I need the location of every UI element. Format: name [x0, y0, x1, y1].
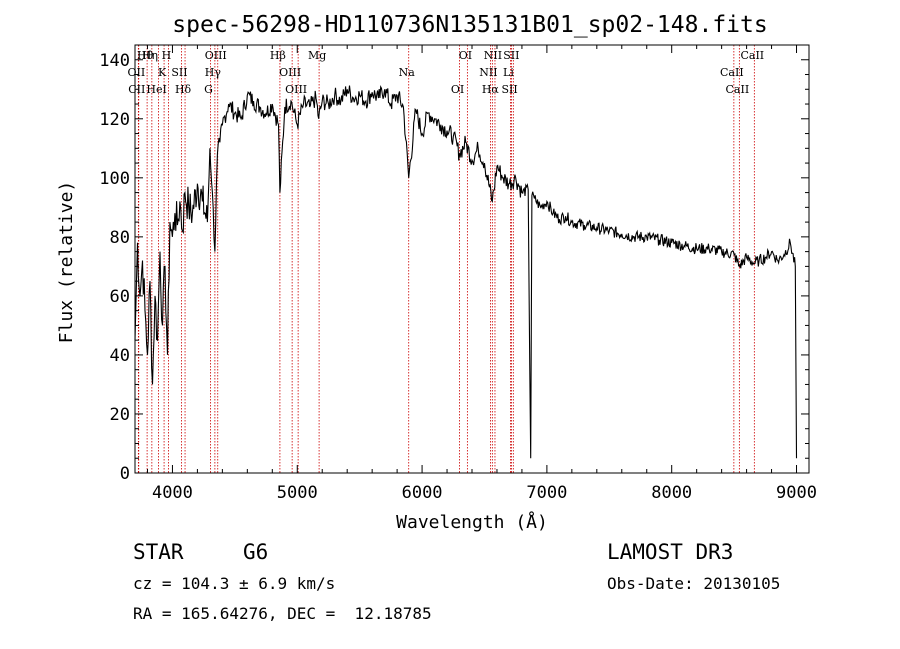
subclass-label: G6 — [243, 540, 269, 564]
marker-label: CaII — [726, 83, 750, 96]
class-label: STAR — [133, 540, 184, 564]
marker-label: OII — [128, 66, 146, 79]
marker-label: Hγ — [205, 66, 222, 79]
marker-label: Hα — [482, 83, 500, 96]
marker-label: G — [204, 83, 213, 96]
line-markers — [137, 45, 755, 473]
marker-label: K — [158, 66, 167, 79]
marker-label: NII — [479, 66, 497, 79]
marker-label: CaII — [720, 66, 744, 79]
marker-label: SII — [501, 83, 517, 96]
marker-label: H — [162, 49, 172, 62]
spectrum-line — [134, 85, 798, 459]
redshift-text: cz = 104.3 ± 6.9 km/s — [133, 574, 336, 593]
marker-label: Na — [399, 66, 416, 79]
x-axis: 4000 5000 6000 7000 8000 9000 — [146, 45, 817, 503]
y-tick-label: 80 — [110, 228, 130, 248]
marker-label: NII — [484, 49, 502, 62]
marker-label: OIII — [279, 66, 301, 79]
marker-label: Hθ — [137, 49, 154, 62]
plot-frame — [134, 44, 810, 474]
marker-label: CaII — [740, 49, 764, 62]
marker-label: HeI — [146, 83, 166, 96]
marker-label: OI — [459, 49, 472, 62]
x-tick-label: 7000 — [526, 483, 567, 503]
y-tick-label: 140 — [99, 51, 130, 71]
line-marker-labels: HθOIICIIHηKHeIHSIIHδOIIIHγGHβOIIIOIIIMgN… — [128, 49, 765, 96]
marker-label: OIII — [205, 49, 227, 62]
marker-label: OIII — [285, 83, 307, 96]
marker-label: Hδ — [175, 83, 192, 96]
x-tick-label: 9000 — [776, 483, 817, 503]
obs-date-text: Obs-Date: 20130105 — [607, 574, 781, 593]
marker-label: Hβ — [270, 49, 286, 62]
marker-label: Mg — [308, 49, 326, 62]
y-tick-label: 0 — [120, 464, 130, 484]
marker-label: Li — [503, 66, 514, 79]
x-tick-label: 4000 — [152, 483, 193, 503]
x-tick-label: 6000 — [402, 483, 443, 503]
y-tick-label: 120 — [99, 110, 130, 130]
y-axis-label: Flux (relative) — [56, 181, 77, 344]
coords-text: RA = 165.64276, DEC = 12.18785 — [133, 604, 432, 623]
y-tick-label: 20 — [110, 405, 130, 425]
marker-label: OI — [451, 83, 464, 96]
chart-title: spec-56298-HD110736N135131B01_sp02-148.f… — [172, 12, 767, 38]
x-tick-label: 5000 — [277, 483, 318, 503]
marker-label: SII — [171, 66, 187, 79]
y-tick-label: 60 — [110, 287, 130, 307]
marker-label: Hη — [142, 49, 158, 62]
x-axis-label: Wavelength (Å) — [396, 511, 548, 533]
x-tick-label: 8000 — [651, 483, 692, 503]
y-tick-label: 100 — [99, 169, 130, 189]
marker-label: SII — [503, 49, 519, 62]
survey-label: LAMOST DR3 — [607, 540, 734, 564]
y-tick-label: 40 — [110, 346, 130, 366]
y-axis: 0 20 40 60 80 100 120 140 — [99, 51, 809, 484]
